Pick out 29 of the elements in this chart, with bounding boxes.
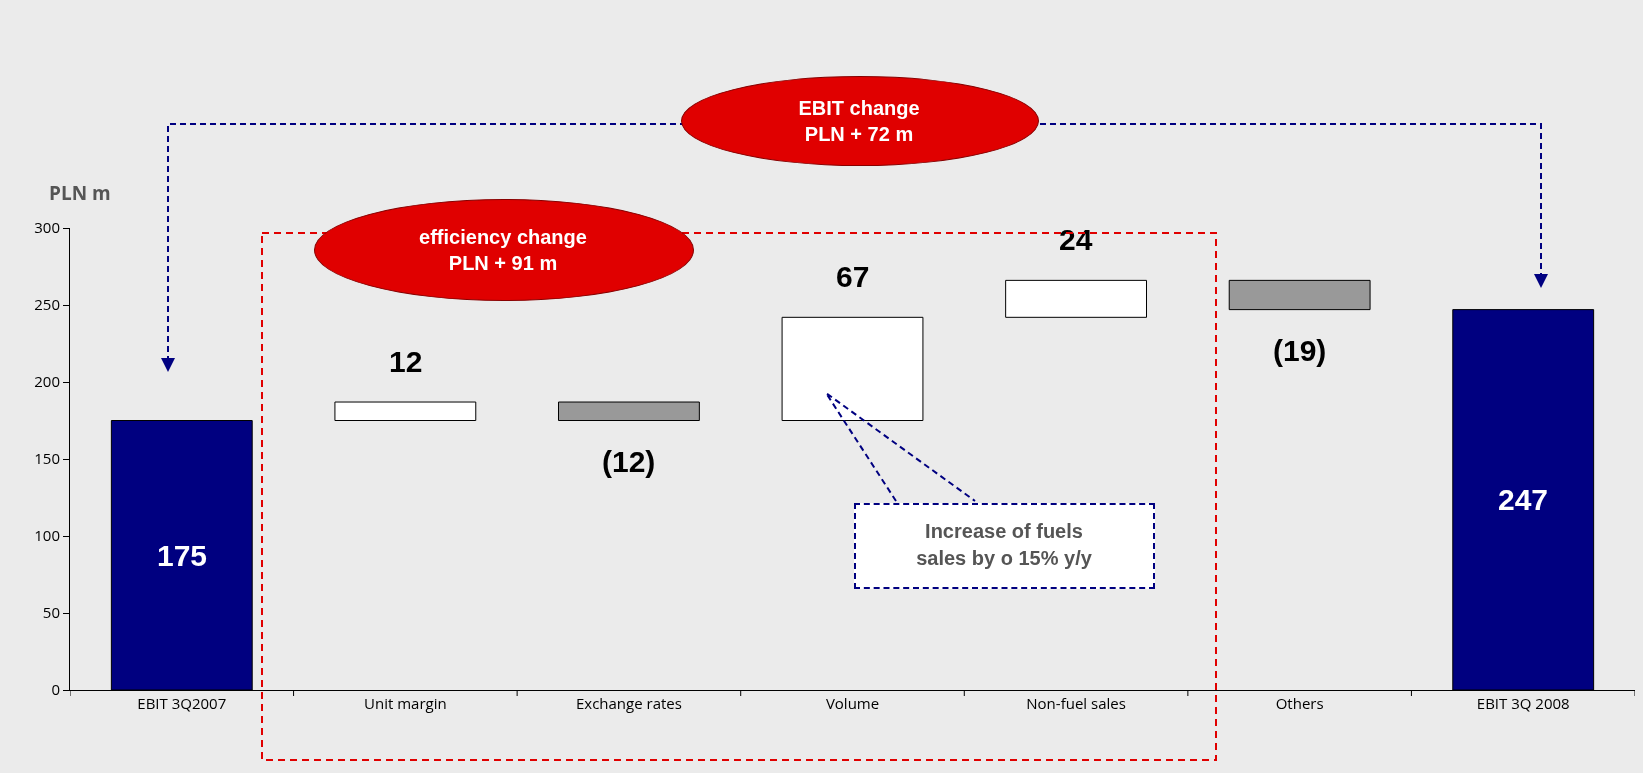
annotation: efficiency change PLN + 91 m xyxy=(418,225,588,276)
y-tick-label: 50 xyxy=(42,602,60,623)
data-label: (19) xyxy=(1273,334,1327,367)
data-label: 175 xyxy=(157,539,208,572)
x-tick-label: Unit margin xyxy=(364,693,447,713)
data-label: 12 xyxy=(389,345,423,378)
y-axis-title: PLN m xyxy=(49,180,111,206)
data-label: 247 xyxy=(1498,483,1549,516)
bar xyxy=(558,401,700,421)
data-label: (12) xyxy=(602,445,656,478)
x-tick-label: Non-fuel sales xyxy=(1026,693,1126,713)
bar xyxy=(781,316,924,421)
bar xyxy=(1228,279,1371,311)
bar xyxy=(334,401,477,421)
data-label: 67 xyxy=(836,260,870,293)
y-tick-label: 250 xyxy=(34,294,60,315)
x-tick-label: Volume xyxy=(825,693,880,713)
x-tick-label: EBIT 3Q2007 xyxy=(137,693,227,713)
bar xyxy=(1005,279,1147,318)
y-tick-label: 100 xyxy=(34,525,60,546)
annotation: Increase of fuels sales by o 15% y/y xyxy=(915,519,1093,571)
y-tick-label: 200 xyxy=(34,371,60,392)
y-tick-label: 150 xyxy=(34,448,60,469)
x-tick-label: EBIT 3Q 2008 xyxy=(1476,693,1570,713)
y-tick-label: 300 xyxy=(34,217,60,238)
y-tick-label: 0 xyxy=(51,679,60,700)
text: EBIT change PLN + 72 m xyxy=(797,96,921,147)
x-tick-label: Others xyxy=(1275,693,1324,713)
x-tick-label: Exchange rates xyxy=(575,693,682,713)
